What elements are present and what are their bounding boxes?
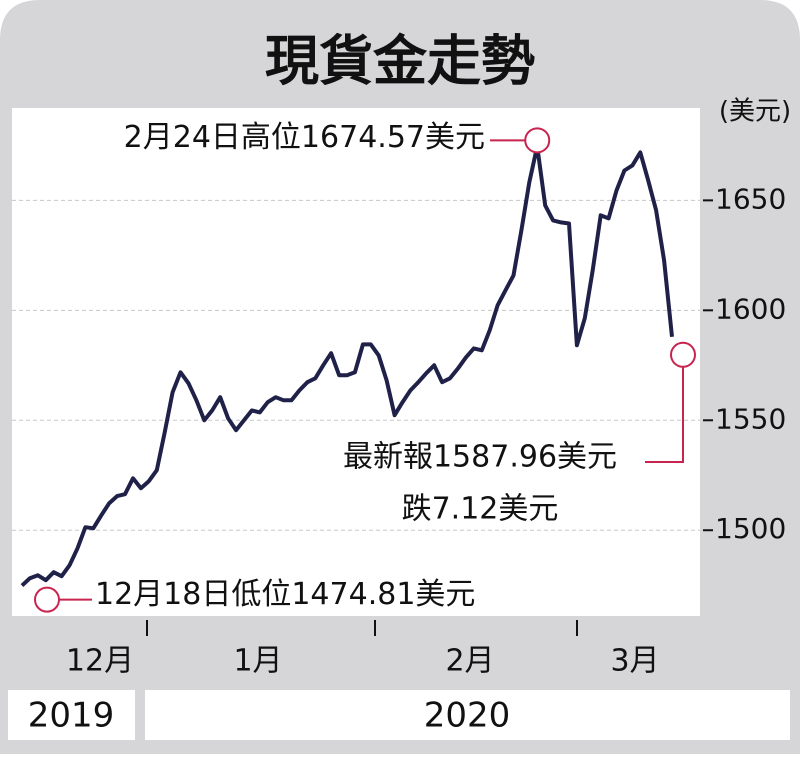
x-tick-label: 3月 [610, 644, 659, 679]
y-tick-label: 1500 [715, 512, 786, 545]
x-tick-label: 12月 [66, 644, 134, 679]
year-label: 2019 [28, 696, 115, 736]
chart-title: 現貨金走勢 [265, 30, 535, 93]
high-marker [524, 127, 551, 154]
price-line [20, 144, 674, 588]
year-label: 2020 [424, 696, 511, 736]
annotation: 12月18日低位1474.81美元 [95, 577, 475, 612]
annotation: 跌7.12美元 [402, 492, 559, 527]
connector [645, 366, 684, 463]
y-tick-label: 1550 [715, 402, 786, 435]
x-tick-label: 1月 [233, 644, 282, 679]
year-box [8, 690, 135, 740]
y-unit: (美元) [719, 97, 791, 127]
annotation: 最新報1587.96美元 [343, 440, 617, 475]
low-marker [34, 586, 60, 613]
y-tick-label: 1600 [715, 292, 786, 325]
year-box [145, 690, 790, 740]
x-tick-label: 2月 [445, 644, 494, 679]
y-tick-label: 1650 [715, 182, 786, 215]
annotation: 2月24日高位1674.57美元 [124, 120, 485, 155]
latest-marker [670, 341, 696, 368]
